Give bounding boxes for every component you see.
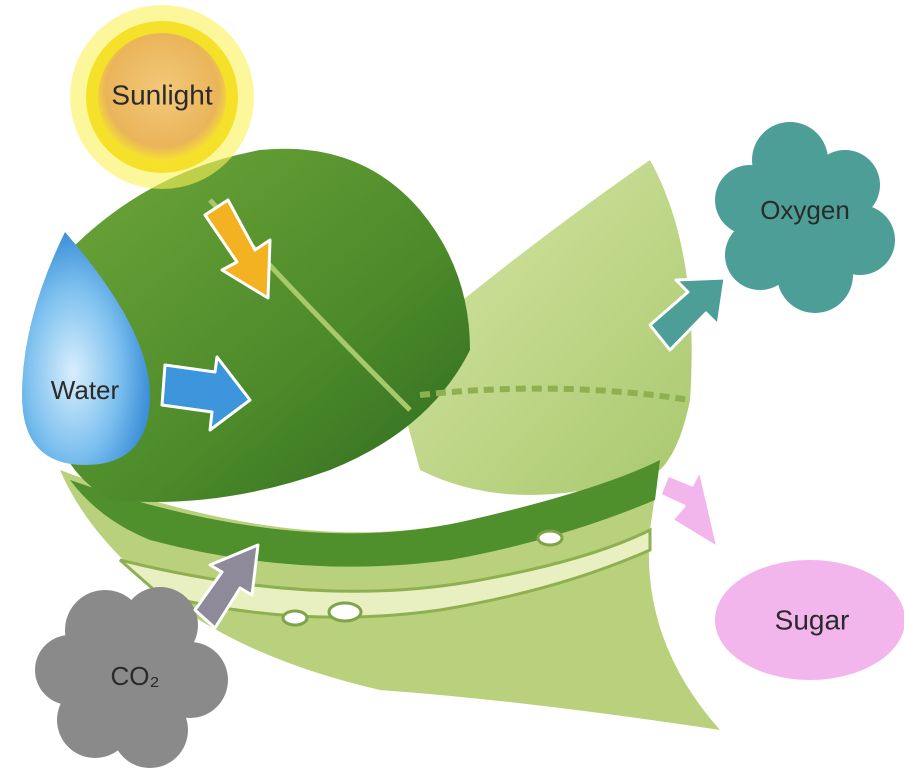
sun: Sunlight <box>70 5 254 189</box>
sugar-arrow <box>660 470 718 548</box>
page: Sunlight Water Oxygen Sugar CO₂ (() => {… <box>0 0 904 773</box>
sun-label: Sunlight <box>111 79 212 110</box>
stoma <box>283 611 307 625</box>
stoma <box>538 531 562 545</box>
diagram: Sunlight Water Oxygen Sugar CO₂ <box>0 0 904 773</box>
co2-label: CO₂ <box>110 661 159 691</box>
sugar-blob: Sugar <box>715 560 904 680</box>
water-label: Water <box>51 375 120 405</box>
stoma <box>329 603 361 621</box>
oxygen-cloud: Oxygen <box>715 122 895 313</box>
oxygen-label: Oxygen <box>760 195 850 225</box>
sugar-label: Sugar <box>775 604 850 635</box>
